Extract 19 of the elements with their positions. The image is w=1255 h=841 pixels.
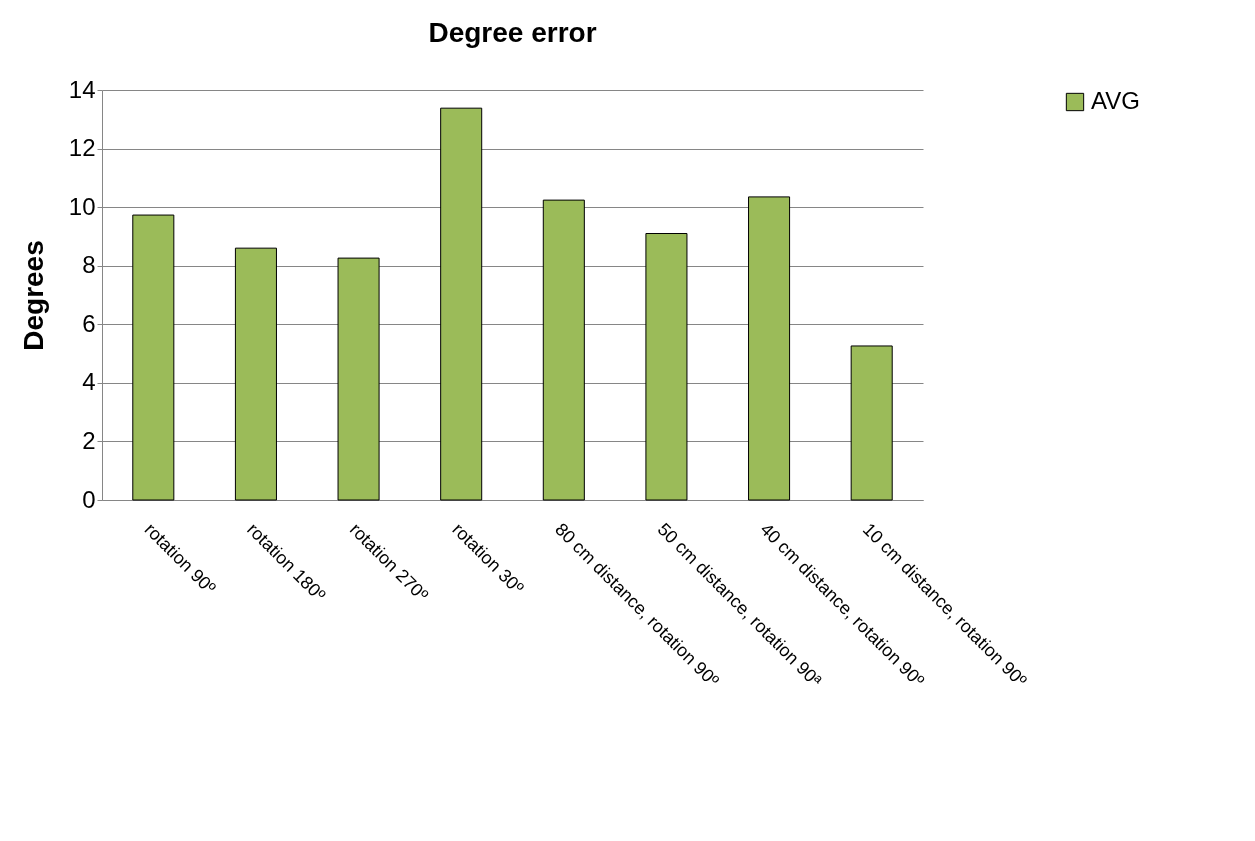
bar (645, 233, 688, 501)
y-tick-label: 2 (82, 426, 96, 454)
bar (850, 345, 893, 501)
legend-label: AVG (1091, 87, 1140, 114)
y-tick-label: 12 (68, 134, 96, 162)
bar (542, 199, 585, 501)
y-tick-label: 14 (68, 75, 96, 103)
chart-title: Degree error (428, 17, 597, 48)
y-tick-label: 10 (68, 192, 96, 220)
bar (337, 257, 380, 501)
bar (234, 247, 277, 501)
bar (748, 196, 791, 501)
y-tick-label: 6 (82, 309, 96, 337)
y-tick-label: 0 (82, 485, 96, 513)
bar (440, 107, 483, 501)
bar (132, 214, 175, 501)
y-tick-label: 4 (82, 368, 96, 396)
y-axis-title: Degrees (17, 240, 49, 351)
y-tick-label: 8 (82, 251, 96, 279)
